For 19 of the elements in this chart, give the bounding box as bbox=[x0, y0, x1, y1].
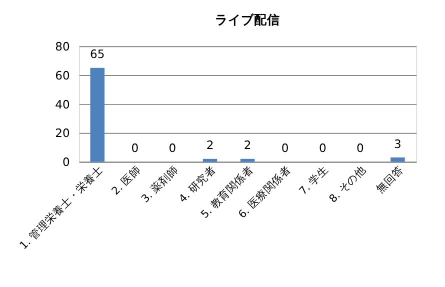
data-label: 2 bbox=[206, 138, 214, 152]
x-tick-label: 無回答 bbox=[374, 164, 406, 196]
y-tick-label: 40 bbox=[55, 97, 70, 112]
data-label: 2 bbox=[244, 138, 252, 152]
y-tick-label: 80 bbox=[55, 40, 70, 54]
data-label: 0 bbox=[281, 141, 289, 156]
y-tick-label: 0 bbox=[62, 155, 70, 170]
bar bbox=[90, 68, 105, 162]
data-label: 0 bbox=[131, 141, 139, 156]
data-label: 65 bbox=[90, 47, 105, 62]
y-tick-label: 60 bbox=[55, 68, 70, 82]
data-label: 0 bbox=[168, 141, 176, 156]
y-tick-label: 20 bbox=[55, 126, 70, 140]
data-label: 0 bbox=[318, 141, 326, 156]
data-label: 3 bbox=[394, 136, 402, 151]
bar bbox=[390, 157, 405, 162]
chart-title: ライブ配信 bbox=[215, 12, 280, 28]
data-label: 0 bbox=[356, 141, 364, 156]
x-tick-label: 3. 薬剤師 bbox=[138, 163, 181, 206]
